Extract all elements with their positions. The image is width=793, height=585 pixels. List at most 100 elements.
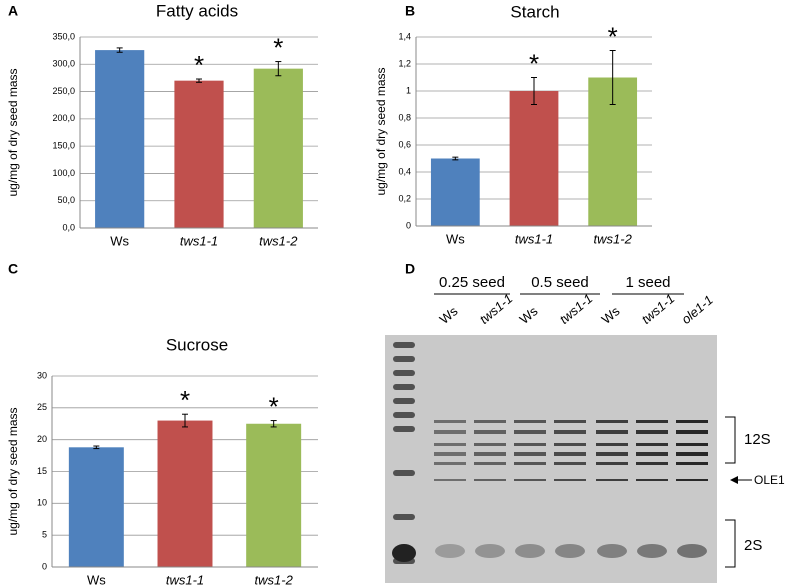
- gel-band: [514, 462, 546, 465]
- gel-band: [514, 430, 546, 434]
- gel-band: [434, 443, 466, 446]
- y-tick-label: 10: [37, 498, 47, 508]
- gel-band: [434, 452, 466, 456]
- x-tick-label: tws1-1: [180, 233, 218, 248]
- gel-band: [434, 479, 466, 481]
- chart-title: Starch: [510, 2, 559, 21]
- x-tick-label: tws1-2: [594, 231, 633, 246]
- panel-letter: C: [8, 261, 18, 277]
- y-tick-label: 0,0: [62, 222, 75, 232]
- error-bar: [452, 156, 459, 161]
- significance-marker: *: [273, 32, 283, 62]
- y-tick-label: 0,8: [398, 112, 411, 122]
- gel-band: [637, 544, 667, 558]
- bracket: [725, 519, 736, 568]
- gel-band: [596, 462, 628, 465]
- gel-band: [554, 479, 586, 481]
- x-tick-label: tws1-1: [515, 231, 553, 246]
- chart-title: Sucrose: [166, 335, 228, 354]
- y-tick-label: 50,0: [57, 195, 75, 205]
- gel-band: [596, 430, 628, 434]
- ladder-band: [393, 398, 415, 404]
- bracket: [725, 416, 736, 464]
- gel-band: [555, 544, 585, 558]
- x-tick-label: Ws: [446, 231, 465, 246]
- gel-band: [636, 479, 668, 481]
- group-label: 0.5 seed: [531, 274, 589, 291]
- x-tick-label: tws1-2: [259, 233, 298, 248]
- y-tick-label: 15: [37, 466, 47, 476]
- lane-label: ole1-1: [678, 292, 715, 327]
- ladder-band: [393, 342, 415, 348]
- gel-band: [676, 430, 708, 434]
- y-tick-label: 350,0: [52, 31, 75, 41]
- gel-band: [676, 462, 708, 465]
- gel-band: [554, 452, 586, 456]
- gel-band: [596, 452, 628, 456]
- gel-band: [474, 479, 506, 481]
- panel-letter: D: [405, 261, 415, 277]
- y-tick-label: 0: [42, 561, 47, 571]
- gel-band: [636, 452, 668, 456]
- error-bar: [531, 77, 537, 105]
- gel-band: [554, 462, 586, 465]
- y-tick-label: 100,0: [52, 168, 75, 178]
- panel-letter: A: [8, 3, 18, 19]
- gel-band: [596, 420, 628, 423]
- gel-band: [474, 443, 506, 446]
- gel-band: [475, 544, 505, 558]
- error-bar: [116, 47, 123, 53]
- ladder-band: [392, 544, 416, 562]
- band-label: 2S: [744, 537, 762, 554]
- ladder-band: [393, 426, 415, 432]
- gel-band: [514, 479, 546, 481]
- gel-band: [677, 544, 707, 558]
- gel-background: [385, 335, 717, 583]
- panel-letter: B: [405, 3, 415, 19]
- significance-marker: *: [269, 391, 279, 421]
- bar: [430, 158, 480, 226]
- ladder-band: [393, 370, 415, 376]
- group-label: 1 seed: [625, 274, 670, 291]
- bar: [509, 91, 559, 226]
- gel-band: [434, 420, 466, 423]
- y-axis-label: ug/mg of dry seed mass: [6, 68, 20, 196]
- gel-band: [597, 544, 627, 558]
- gel-band: [474, 430, 506, 434]
- bar: [253, 68, 303, 228]
- significance-marker: *: [608, 21, 618, 51]
- lane-label: Ws: [598, 303, 622, 327]
- gel-band: [676, 420, 708, 423]
- bar: [246, 423, 302, 567]
- y-tick-label: 0,4: [398, 166, 411, 176]
- y-tick-label: 20: [37, 434, 47, 444]
- gel-band: [474, 420, 506, 423]
- y-tick-label: 150,0: [52, 141, 75, 151]
- gel-band: [676, 479, 708, 481]
- error-bar: [270, 420, 277, 428]
- lane-label: tws1-1: [556, 291, 595, 327]
- y-tick-label: 200,0: [52, 113, 75, 123]
- ladder-band: [393, 514, 415, 520]
- gel-band: [434, 462, 466, 465]
- gel-band: [435, 544, 465, 558]
- y-tick-label: 300,0: [52, 59, 75, 69]
- ladder-band: [393, 412, 415, 418]
- ladder-band: [393, 470, 415, 476]
- error-bar: [275, 61, 282, 77]
- y-axis-label: ug/mg of dry seed mass: [6, 407, 20, 535]
- lane-label: tws1-1: [476, 291, 515, 327]
- error-bar: [196, 78, 202, 83]
- gel-band: [636, 420, 668, 423]
- bar: [68, 447, 124, 567]
- bar: [157, 420, 213, 567]
- gel-band: [596, 479, 628, 481]
- error-bar: [93, 445, 100, 450]
- gel-band: [554, 443, 586, 446]
- lane-label: Ws: [516, 303, 540, 327]
- ladder-band: [393, 356, 415, 362]
- significance-marker: *: [180, 385, 190, 415]
- gel-band: [474, 462, 506, 465]
- gel-band: [474, 452, 506, 456]
